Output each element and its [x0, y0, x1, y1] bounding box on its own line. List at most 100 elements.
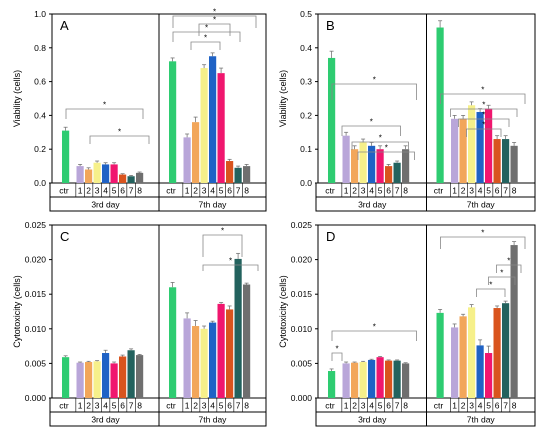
panel-letter: D [326, 229, 335, 244]
y-axis-label: Viability (cells) [12, 70, 22, 127]
significance-marker: * [213, 8, 216, 17]
category-label: ctr [166, 401, 176, 411]
category-label: 3 [361, 401, 366, 411]
significance-marker: * [205, 24, 208, 33]
category-label: 5 [486, 186, 491, 196]
y-tick-label: 0.2 [300, 110, 312, 120]
bar-3rd-day-8 [402, 149, 410, 183]
bar-7th-day-1 [451, 118, 459, 183]
y-tick-label: 1.0 [34, 9, 46, 19]
significance-marker: * [213, 16, 216, 25]
significance-bracket [202, 264, 259, 271]
category-label: 7 [395, 186, 400, 196]
significance-bracket [440, 93, 526, 104]
bar-3rd-day-3 [93, 162, 101, 183]
bar-3rd-day-4 [368, 359, 376, 398]
category-label: 5 [219, 186, 224, 196]
category-label: 3 [95, 186, 100, 196]
y-tick-label: 0.6 [34, 77, 46, 87]
bar-3rd-day-1 [342, 135, 350, 183]
category-label: 4 [369, 186, 374, 196]
category-label: 2 [193, 186, 198, 196]
bar-7th-day-2 [459, 118, 467, 183]
significance-bracket [357, 151, 415, 160]
category-label: 1 [78, 186, 83, 196]
category-label: 7 [236, 186, 241, 196]
chart-panel-c: 0.000 0.005 0.010 0.015 0.020 0.025 Cytotoxici… [12, 220, 267, 427]
category-label: 7 [395, 401, 400, 411]
y-tick-label: 0.015 [25, 289, 47, 299]
category-label: 2 [86, 401, 91, 411]
category-label: 3 [95, 401, 100, 411]
category-label: 3 [202, 401, 207, 411]
bar-3rd-day-7 [393, 360, 401, 398]
chart-panel-d: 0.000 0.005 0.010 0.015 0.020 0.025 Cytotoxici… [278, 220, 536, 427]
bar-7th-day-2 [192, 122, 200, 183]
bar-7th-day-8 [510, 145, 518, 183]
y-tick-label: 0.0 [300, 178, 312, 188]
significance-bracket [172, 15, 257, 28]
category-label: 5 [378, 401, 383, 411]
bar-3rd-day-ctr [62, 357, 70, 398]
bar-3rd-day-6 [119, 174, 127, 183]
significance-marker: * [481, 229, 484, 238]
panel-letter: A [60, 18, 69, 33]
category-label: 1 [452, 186, 457, 196]
bar-7th-day-7 [502, 139, 510, 183]
category-label: 4 [369, 401, 374, 411]
significance-marker: * [385, 144, 388, 153]
significance-bracket [466, 128, 502, 137]
significance-marker: * [500, 269, 503, 278]
bar-7th-day-ctr [169, 287, 177, 398]
category-label: 4 [210, 401, 215, 411]
y-tick-label: 0.020 [291, 255, 313, 265]
category-label: 2 [461, 186, 466, 196]
category-label: 8 [512, 401, 517, 411]
category-label: 7 [129, 186, 134, 196]
bar-7th-day-ctr [169, 61, 177, 183]
significance-marker: * [507, 257, 510, 266]
significance-bracket [190, 41, 221, 50]
significance-bracket [341, 125, 401, 136]
category-label: 5 [112, 401, 117, 411]
significance-marker: * [335, 345, 338, 354]
significance-bracket [450, 108, 518, 117]
bar-7th-day-5 [485, 108, 493, 183]
group-label: 7th day [467, 415, 496, 425]
category-label: ctr [434, 401, 444, 411]
significance-marker: * [373, 76, 376, 85]
category-label: 6 [227, 401, 232, 411]
category-label: 3 [202, 186, 207, 196]
significance-bracket [458, 118, 510, 127]
y-axis-label: Cytotoxicity (cells) [278, 275, 288, 348]
bar-3rd-day-5 [376, 357, 384, 398]
category-label: 3 [361, 186, 366, 196]
y-tick-label: 0.025 [25, 220, 47, 230]
bar-7th-day-6 [226, 309, 234, 398]
significance-marker: * [379, 134, 382, 143]
category-label: 5 [112, 186, 117, 196]
group-label: 3rd day [358, 415, 387, 425]
category-label: 2 [193, 401, 198, 411]
bar-7th-day-8 [243, 166, 251, 183]
bar-7th-day-8 [510, 245, 518, 398]
panel-letter: C [60, 229, 69, 244]
category-label: 2 [352, 186, 357, 196]
category-label: 8 [244, 186, 249, 196]
significance-bracket [351, 141, 409, 150]
category-label: 4 [103, 401, 108, 411]
significance-bracket [65, 108, 144, 119]
bar-7th-day-5 [217, 73, 225, 183]
bar-7th-day-4 [209, 322, 217, 398]
significance-marker: * [103, 101, 106, 110]
bar-3rd-day-4 [102, 353, 110, 398]
category-label: 6 [386, 401, 391, 411]
y-tick-label: 0.025 [291, 220, 313, 230]
category-label: ctr [434, 186, 444, 196]
bar-3rd-day-7 [127, 176, 135, 183]
significance-marker: * [482, 121, 485, 130]
y-tick-label: 0.005 [25, 358, 47, 368]
category-label: 4 [210, 186, 215, 196]
bar-7th-day-7 [234, 167, 242, 183]
